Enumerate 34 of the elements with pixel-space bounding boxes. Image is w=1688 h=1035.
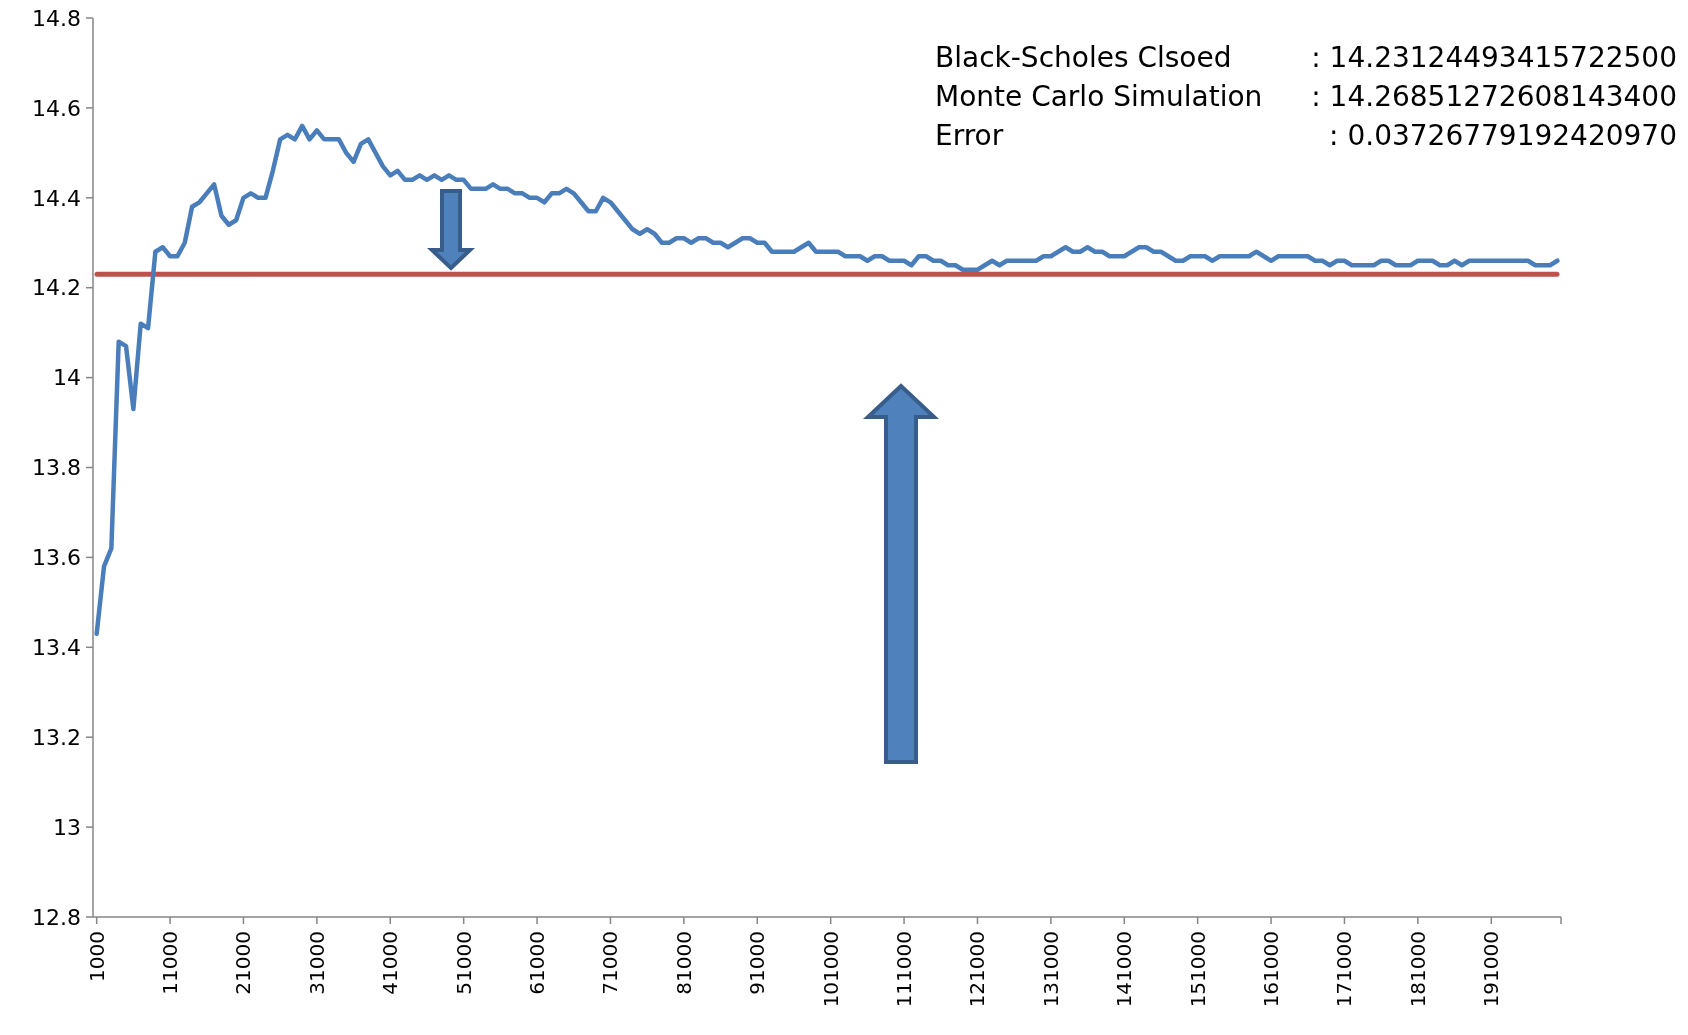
x-tick-label: 41000 [378,931,403,995]
x-tick-label: 161000 [1259,931,1284,1008]
y-tick-label: 13.6 [32,545,81,571]
y-tick-label: 13.2 [32,724,81,750]
x-tick-label: 131000 [1038,931,1063,1008]
y-tick-label: 14.6 [32,95,81,121]
x-tick-label: 21000 [231,931,256,995]
x-tick-label: 151000 [1185,931,1210,1008]
y-tick-label: 14.4 [32,185,81,211]
text: Black-Scholes Clsoed : 14.23124493415722500 [935,40,1677,74]
y-tick-label: 13.4 [32,635,81,660]
x-tick-label: 61000 [525,931,550,995]
x-tick-label: 71000 [598,931,623,995]
y-tick-label: 14 [53,365,81,391]
x-tick-label: 141000 [1112,931,1137,1008]
x-tick-label: 121000 [965,931,990,1008]
x-tick-label: 181000 [1405,931,1430,1008]
x-tick-label: 1000 [84,931,109,982]
x-tick-label: 11000 [158,931,183,995]
x-tick-label: 111000 [892,931,917,1008]
text: Error : 0.03726779192420970 [935,118,1677,152]
x-tick-label: 191000 [1479,931,1504,1008]
x-tick-label: 171000 [1332,931,1357,1008]
y-tick-label: 13.8 [32,455,81,481]
x-tick-label: 91000 [745,931,770,995]
x-tick-label: 51000 [451,931,476,995]
y-tick-label: 14.2 [32,275,81,301]
y-tick-label: 14.8 [32,5,81,31]
y-tick-label: 12.8 [32,904,81,930]
x-tick-label: 31000 [304,931,329,995]
x-tick-label: 81000 [671,931,696,995]
x-tick-label: 101000 [818,931,843,1008]
y-tick-label: 13 [53,814,81,840]
text: Monte Carlo Simulation : 14.26851272608143400 [935,79,1677,113]
